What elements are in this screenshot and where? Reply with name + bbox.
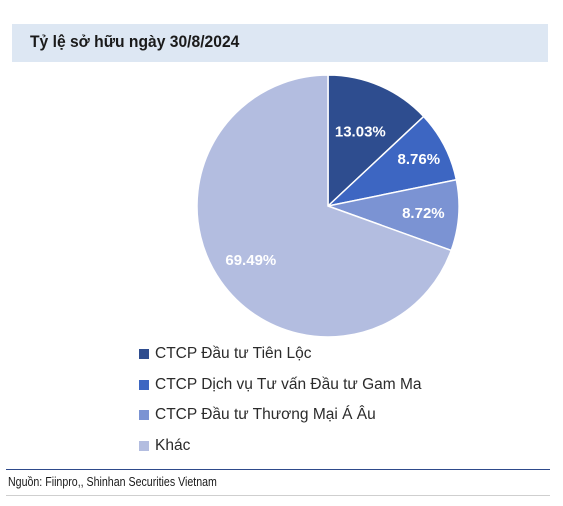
legend-item: CTCP Đầu tư Thương Mại Á Âu (139, 400, 422, 431)
legend-label: CTCP Đầu tư Tiên Lộc (155, 345, 312, 363)
slice-data-label: 8.72% (402, 205, 445, 222)
chart-legend: CTCP Đầu tư Tiên Lộc CTCP Dịch vụ Tư vấn … (139, 339, 422, 461)
bottom-divider (6, 495, 550, 496)
slice-data-label: 69.49% (225, 252, 276, 269)
pie-chart: 13.03% 8.76% 8.72% 69.49% (196, 74, 460, 338)
legend-label: CTCP Đầu tư Thương Mại Á Âu (155, 406, 376, 424)
legend-swatch (139, 379, 149, 390)
source-divider (6, 469, 550, 470)
legend-label: Khác (155, 436, 191, 454)
legend-swatch (139, 440, 149, 451)
pie-slice (196, 74, 453, 338)
legend-swatch (139, 410, 149, 421)
source-note: Nguồn: Fiinpro,, Shinhan Securities Viet… (8, 475, 217, 489)
slice-data-label: 8.76% (398, 151, 441, 168)
legend-item: CTCP Đầu tư Tiên Lộc (139, 339, 422, 370)
chart-title: Tỷ lệ sở hữu ngày 30/8/2024 (30, 32, 240, 51)
chart-title-bar: Tỷ lệ sở hữu ngày 30/8/2024 (12, 24, 548, 62)
legend-swatch (139, 349, 149, 360)
legend-label: CTCP Dịch vụ Tư vấn Đầu tư Gam Ma (155, 375, 422, 393)
legend-item: Khác (139, 431, 422, 462)
legend-item: CTCP Dịch vụ Tư vấn Đầu tư Gam Ma (139, 370, 422, 401)
slice-data-label: 13.03% (335, 123, 386, 140)
pie-slice (327, 74, 425, 208)
